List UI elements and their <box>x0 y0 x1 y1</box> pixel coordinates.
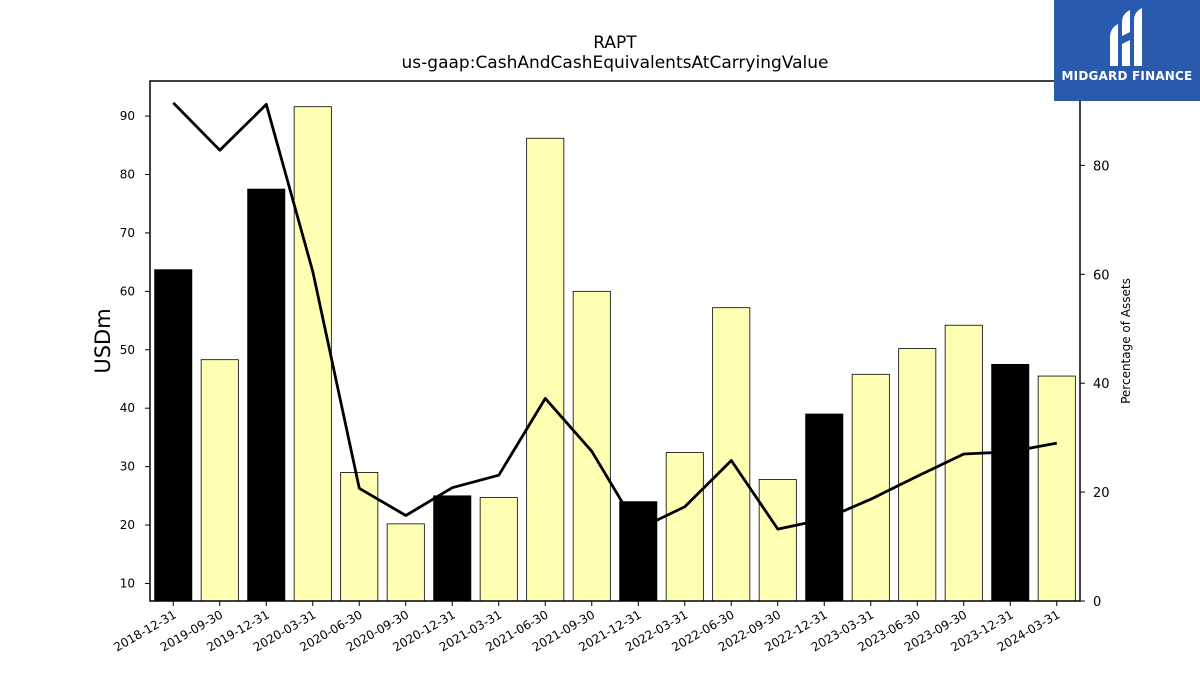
line-series <box>172 101 1058 531</box>
y-axis-right-label: Percentage of Assets <box>1119 278 1133 404</box>
y-left-tick-label: 50 <box>120 343 135 357</box>
y-left-tick-label: 90 <box>120 109 135 123</box>
bar-2022-12-31 <box>805 413 844 602</box>
bar-2022-03-31 <box>665 452 704 602</box>
bar-2019-12-31 <box>247 188 286 602</box>
bar-2021-06-30 <box>526 137 565 602</box>
y-axis-left: 10 20 30 40 50 60 70 80 90 <box>120 109 150 590</box>
bar-series <box>154 106 1076 602</box>
y-right-tick-label: 20 <box>1093 486 1110 501</box>
y-right-tick-label: 60 <box>1093 268 1110 283</box>
bar-2019-09-30 <box>200 359 239 602</box>
bar-2020-12-31 <box>433 495 472 602</box>
bar-2018-12-31 <box>154 269 193 602</box>
y-left-tick-label: 40 <box>120 401 135 415</box>
bar-2024-03-31 <box>1037 375 1076 602</box>
bar-2020-06-30 <box>340 472 379 602</box>
y-axis-left-label: USDm <box>91 308 115 373</box>
chart-title: RAPT <box>593 33 637 53</box>
x-axis: 2018-12-312019-09-302019-12-312020-03-31… <box>111 601 1062 654</box>
y-left-tick-label: 20 <box>120 518 135 532</box>
y-left-tick-label: 60 <box>120 284 135 298</box>
bar-2021-09-30 <box>572 290 611 602</box>
bar-2023-12-31 <box>991 363 1030 602</box>
y-left-tick-label: 70 <box>120 226 135 240</box>
bar-2022-09-30 <box>758 479 797 602</box>
plot-frame <box>149 80 1081 602</box>
y-axis-right: 0 20 40 60 80 <box>1080 159 1110 610</box>
y-left-tick-label: 30 <box>120 460 135 474</box>
brand-mark-icon <box>1110 8 1142 66</box>
y-right-tick-label: 80 <box>1093 159 1110 174</box>
y-left-tick-label: 80 <box>120 167 135 181</box>
bar-2023-03-31 <box>851 373 890 602</box>
bar-2021-03-31 <box>479 497 518 602</box>
bar-2022-06-30 <box>712 307 751 602</box>
bar-2020-09-30 <box>386 523 425 602</box>
percentage-of-assets-line <box>172 101 1058 531</box>
bar-2020-03-31 <box>293 106 332 602</box>
y-right-tick-label: 0 <box>1093 595 1101 610</box>
chart-subtitle: us-gaap:CashAndCashEquivalentsAtCarrying… <box>402 53 829 73</box>
brand-logo: MIDGARD FINANCE <box>1054 0 1200 101</box>
bar-2021-12-31 <box>619 501 658 602</box>
brand-name: MIDGARD FINANCE <box>1061 69 1193 83</box>
y-left-tick-label: 10 <box>120 576 135 590</box>
bar-2023-09-30 <box>944 324 983 602</box>
y-right-tick-label: 40 <box>1093 377 1110 392</box>
